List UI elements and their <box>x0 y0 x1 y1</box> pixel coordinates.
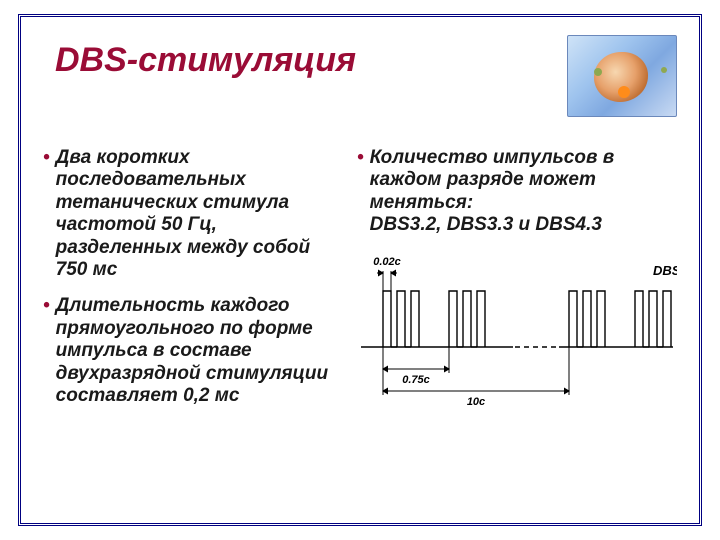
svg-text:0.02c: 0.02c <box>373 256 401 268</box>
svg-text:DBS: DBS <box>653 263 677 278</box>
svg-text:0.75c: 0.75c <box>402 374 430 386</box>
bullet-text: Два коротких последовательных тетаническ… <box>56 147 343 281</box>
bullet-text: Количество импульсов в каждом разряде мо… <box>370 147 677 237</box>
right-column: • Количество импульсов в каждом разряде … <box>357 147 677 421</box>
title-row: DBS-стимуляция <box>43 35 677 117</box>
neuron-thumbnail <box>567 35 677 117</box>
body-columns: • Два коротких последовательных тетаниче… <box>43 147 677 421</box>
slide-title: DBS-стимуляция <box>43 35 356 80</box>
dbs-waveform-diagram: 0.02c 0.75c 10c DBS <box>357 251 677 411</box>
bullet-marker: • <box>357 147 364 237</box>
bullet-item: • Два коротких последовательных тетаниче… <box>43 147 343 281</box>
bullet-item: • Длительность каждого прямоугольного по… <box>43 295 343 407</box>
left-column: • Два коротких последовательных тетаниче… <box>43 147 343 421</box>
bullet-marker: • <box>43 147 50 281</box>
slide-frame: DBS-стимуляция • Два коротких последоват… <box>18 14 702 526</box>
bullet-text: Длительность каждого прямоугольного по ф… <box>56 295 343 407</box>
svg-text:10c: 10c <box>467 396 485 408</box>
bullet-marker: • <box>43 295 50 407</box>
bullet-item: • Количество импульсов в каждом разряде … <box>357 147 677 237</box>
